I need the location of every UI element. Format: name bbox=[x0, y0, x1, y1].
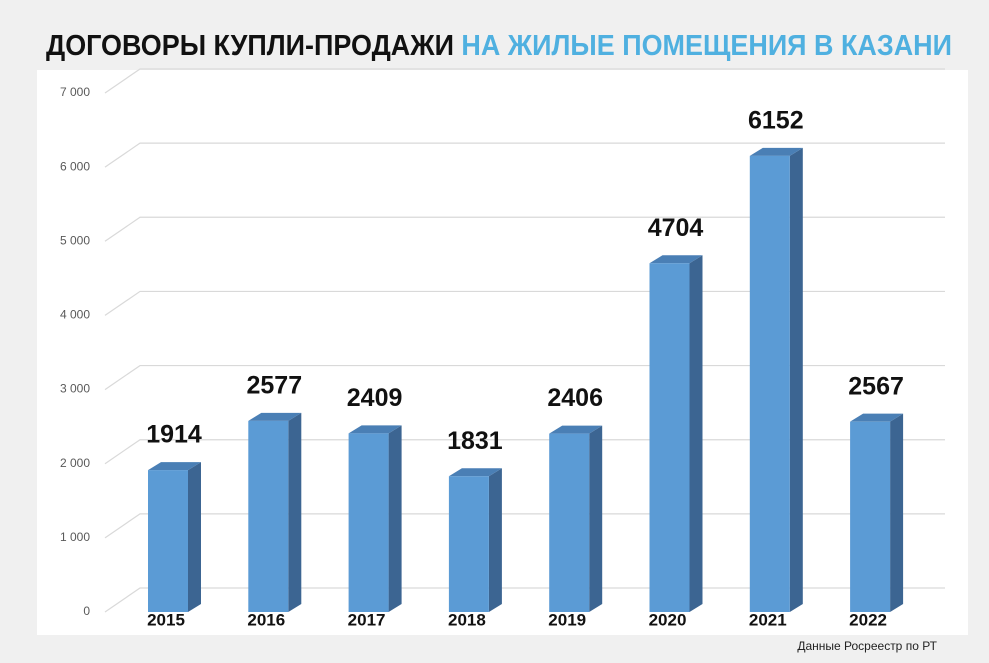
bar-side bbox=[589, 425, 603, 612]
bar bbox=[148, 470, 188, 612]
value-label: 1831 bbox=[447, 427, 503, 455]
bar-top bbox=[248, 412, 302, 421]
bar bbox=[448, 476, 489, 612]
bar-side bbox=[689, 255, 703, 612]
bar-top bbox=[649, 255, 703, 264]
x-tick-label: 2021 bbox=[749, 610, 787, 629]
bar-side bbox=[488, 468, 502, 612]
bar-top bbox=[749, 147, 803, 156]
bar bbox=[549, 433, 590, 612]
x-tick-label: 2019 bbox=[548, 610, 586, 629]
title-main: ДОГОВОРЫ КУПЛИ-ПРОДАЖИ bbox=[46, 30, 454, 62]
y-tick-label: 1 000 bbox=[60, 530, 90, 544]
bar-side bbox=[890, 413, 904, 612]
x-tick-label: 2015 bbox=[147, 610, 185, 629]
x-tick-label: 2018 bbox=[448, 610, 486, 629]
y-tick-label: 6 000 bbox=[60, 159, 90, 173]
bar-top bbox=[448, 468, 502, 477]
value-label: 4704 bbox=[648, 214, 704, 242]
bar-side bbox=[789, 147, 803, 612]
y-tick-label: 4 000 bbox=[60, 308, 90, 322]
y-tick-label: 5 000 bbox=[60, 233, 90, 247]
y-tick-label: 3 000 bbox=[60, 382, 90, 396]
value-label: 6152 bbox=[748, 106, 804, 134]
bar bbox=[248, 420, 289, 612]
chart-title: ДОГОВОРЫ КУПЛИ-ПРОДАЖИ НА ЖИЛЫЕ ПОМЕЩЕНИ… bbox=[46, 30, 952, 62]
x-tick-label: 2022 bbox=[849, 610, 887, 629]
grid-line bbox=[104, 142, 945, 168]
bar bbox=[649, 263, 690, 612]
bar-side bbox=[188, 462, 201, 612]
value-label: 2406 bbox=[547, 384, 603, 412]
value-label: 2409 bbox=[347, 384, 403, 412]
bar-top bbox=[348, 425, 402, 434]
bar-side bbox=[288, 412, 302, 612]
grid-line bbox=[104, 216, 945, 242]
y-tick-label: 7 000 bbox=[60, 85, 90, 99]
value-label: 2577 bbox=[246, 372, 302, 400]
value-label: 2567 bbox=[848, 372, 904, 400]
grid-line bbox=[104, 68, 945, 94]
bar bbox=[348, 433, 389, 612]
x-tick-label: 2020 bbox=[649, 610, 687, 629]
bar-top bbox=[148, 462, 201, 471]
bar-side bbox=[388, 425, 402, 612]
bar bbox=[749, 155, 790, 612]
x-tick-label: 2017 bbox=[348, 610, 386, 629]
bar bbox=[850, 421, 891, 612]
title-highlight: НА ЖИЛЫЕ ПОМЕЩЕНИЯ В КАЗАНИ bbox=[461, 30, 952, 62]
source-note: Данные Росреестр по РТ bbox=[797, 639, 937, 653]
y-tick-label: 2 000 bbox=[60, 456, 90, 470]
value-label: 1914 bbox=[146, 421, 202, 449]
x-tick-label: 2016 bbox=[247, 610, 285, 629]
bar-top bbox=[549, 425, 603, 434]
bar-top bbox=[850, 413, 904, 422]
y-tick-label: 0 bbox=[83, 604, 90, 618]
